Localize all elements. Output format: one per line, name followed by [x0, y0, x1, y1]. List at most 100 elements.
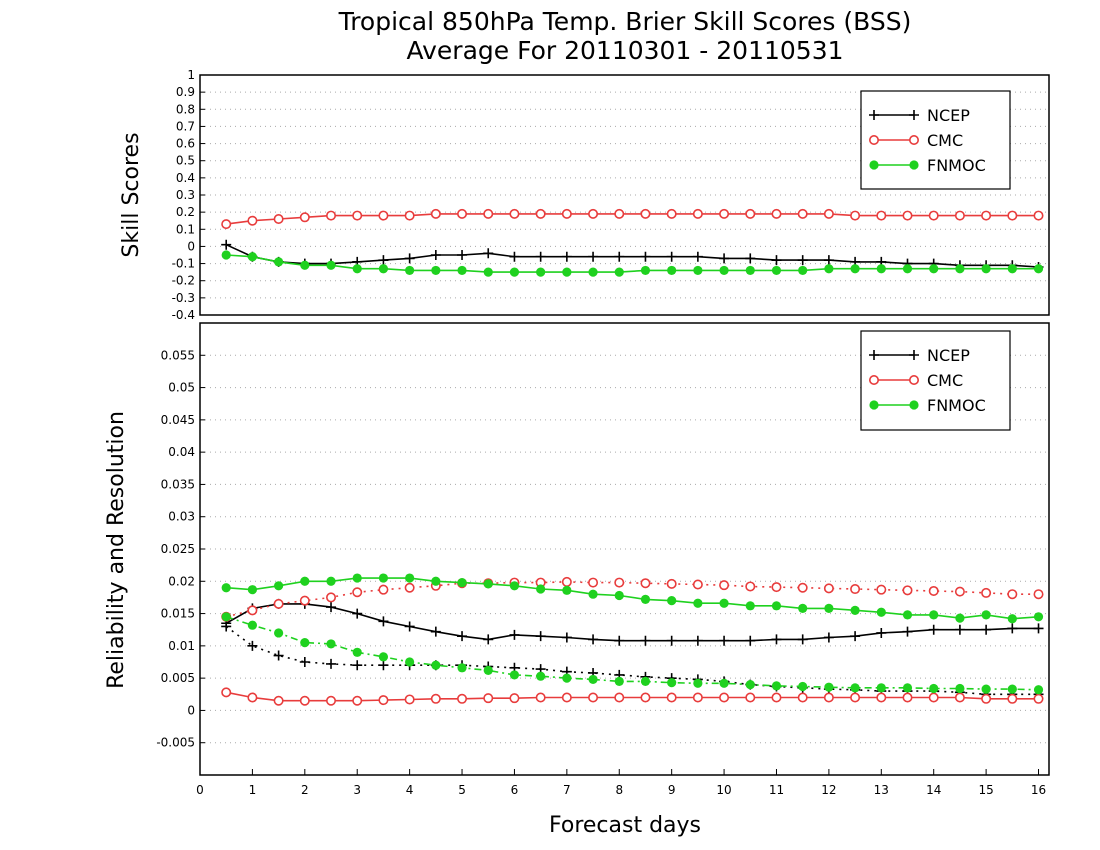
bottom-cmc-reliability-point	[561, 692, 572, 703]
bottom-fnmoc-reliability-point	[431, 660, 441, 670]
bottom-cmc-reliability-point	[850, 692, 861, 703]
top-y-tick-label: 0.3	[176, 188, 195, 202]
bottom-fnmoc-resolution-point	[798, 603, 808, 614]
bottom-legend-box	[860, 330, 1011, 431]
bottom-cmc-resolution-point	[273, 598, 284, 609]
bottom-cmc-resolution-point	[1033, 589, 1044, 600]
top-fnmoc-point	[693, 265, 703, 276]
bottom-cmc-reliability-point	[273, 695, 284, 706]
bottom-fnmoc-resolution-point	[300, 576, 310, 586]
bottom-fnmoc-reliability-point	[902, 683, 913, 693]
bottom-ncep-resolution-point	[483, 634, 494, 645]
legend-marker	[869, 160, 879, 170]
legend-marker	[869, 350, 879, 360]
bottom-fnmoc-reliability-point	[457, 663, 467, 673]
bottom-y-tick-label: 0	[187, 703, 195, 717]
bottom-cmc-resolution-point	[588, 577, 599, 588]
top-y-tick-label: 0.6	[176, 137, 195, 151]
top-fnmoc-point	[798, 265, 808, 276]
bottom-ncep-resolution-point	[430, 626, 441, 637]
bottom-cmc-reliability-point	[719, 692, 730, 703]
bottom-panel-legend: NCEP CMC FNMOC	[860, 330, 1011, 431]
bottom-fnmoc-reliability-point	[929, 683, 939, 694]
bottom-fnmoc-resolution-point	[719, 598, 729, 608]
bottom-ncep-resolution-point	[954, 624, 965, 635]
top-fnmoc-point	[300, 260, 310, 270]
top-panel-y-ticks: -0.4 -0.3 -0.2 -0.1 0 0.1 0.2 0.3 0.4 0.5 0.6 0.7 0.…	[172, 68, 205, 322]
top-y-tick-label: -0.3	[172, 291, 195, 305]
top-fnmoc-point	[902, 264, 913, 274]
bottom-fnmoc-resolution-point	[378, 573, 389, 583]
bottom-ncep-resolution-point	[378, 616, 389, 627]
x-tick-label: 7	[563, 783, 571, 797]
bottom-fnmoc-reliability-point	[1033, 685, 1044, 695]
legend-marker	[909, 350, 919, 360]
legend-label: CMC	[927, 371, 963, 390]
bottom-fnmoc-reliability-point	[771, 681, 782, 691]
legend-label: NCEP	[927, 106, 970, 125]
bottom-cmc-reliability-point	[876, 692, 887, 703]
bottom-ncep-resolution-point	[797, 634, 808, 645]
bottom-ncep-resolution-point	[614, 635, 625, 646]
bottom-fnmoc-resolution-point	[955, 613, 965, 623]
bottom-cmc-resolution-point	[614, 577, 625, 588]
top-y-tick-label: -0.4	[172, 308, 195, 322]
bottom-ncep-resolution-point	[719, 635, 730, 646]
bottom-fnmoc-reliability-point	[300, 638, 310, 648]
bottom-panel-ticks: -0.005 0 0.005 0.01 0.015 0.02 0.025 0.03 0.035 0…	[156, 348, 1046, 797]
top-cmc-point	[876, 210, 887, 221]
bottom-y-tick-label: 0.01	[168, 639, 195, 653]
bottom-cmc-resolution-point	[640, 578, 651, 589]
bottom-y-tick-label: -0.005	[156, 736, 195, 750]
bottom-fnmoc-resolution-point	[405, 573, 415, 583]
top-ncep-point	[640, 251, 651, 262]
bottom-fnmoc-reliability-point	[876, 683, 886, 693]
bottom-fnmoc-reliability-point	[536, 671, 546, 681]
bottom-cmc-resolution-point	[981, 587, 992, 598]
legend-marker	[869, 110, 879, 120]
top-ncep-point	[666, 251, 677, 262]
bottom-y-tick-label: 0.045	[161, 413, 195, 427]
bottom-fnmoc-reliability-point	[693, 678, 703, 688]
top-fnmoc-point	[1033, 264, 1044, 274]
bottom-cmc-reliability-point	[902, 692, 913, 703]
x-tick-label: 11	[769, 783, 784, 797]
top-cmc-point	[823, 208, 834, 219]
bottom-fnmoc-reliability-point	[221, 612, 231, 622]
bottom-cmc-reliability-point	[771, 692, 782, 703]
top-panel-y-axis-label: Skill Scores	[119, 132, 144, 257]
bottom-fnmoc-resolution-point	[850, 605, 860, 615]
top-ncep-point	[588, 251, 599, 262]
x-axis-label: Forecast days	[549, 813, 701, 838]
bottom-cmc-resolution-point	[954, 586, 965, 597]
top-cmc-point	[1033, 210, 1044, 221]
top-y-tick-label: 0	[187, 239, 195, 253]
top-y-tick-label: 0.7	[176, 119, 195, 133]
top-y-tick-label: 0.1	[176, 222, 195, 236]
bottom-fnmoc-resolution-point	[274, 581, 284, 591]
top-cmc-point	[483, 208, 494, 219]
bottom-ncep-resolution-point	[509, 629, 520, 640]
bottom-cmc-resolution-point	[404, 582, 415, 593]
bottom-ncep-resolution-point	[666, 635, 677, 646]
bottom-ncep-resolution-point	[745, 635, 756, 646]
bottom-fnmoc-reliability-point	[798, 681, 808, 692]
top-y-tick-label: 0.9	[176, 85, 195, 99]
bottom-fnmoc-reliability-point	[824, 682, 834, 692]
bottom-cmc-resolution-point	[352, 587, 363, 598]
top-cmc-point	[640, 208, 651, 219]
bottom-ncep-resolution-point	[326, 602, 337, 613]
top-ncep-point	[509, 251, 520, 262]
top-ncep-point	[457, 250, 468, 260]
chart-title-line2: Average For 20110301 - 20110531	[406, 36, 843, 65]
bottom-ncep-resolution-point	[692, 635, 703, 646]
bottom-cmc-reliability-point	[981, 693, 992, 704]
bottom-fnmoc-resolution-series	[221, 573, 1044, 624]
top-cmc-point	[378, 210, 389, 221]
top-cmc-point	[981, 210, 992, 221]
x-tick-label: 2	[301, 783, 309, 797]
x-tick-label: 6	[511, 783, 519, 797]
bottom-ncep-reliability-point	[247, 640, 258, 651]
top-fnmoc-point	[405, 265, 415, 276]
bottom-ncep-resolution-point	[823, 632, 834, 643]
